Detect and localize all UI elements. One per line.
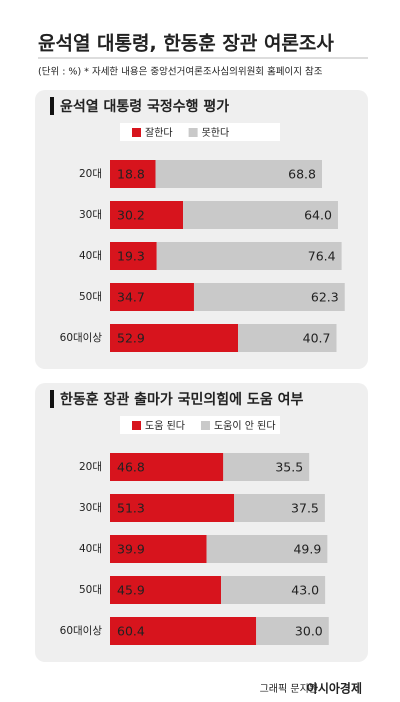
value-label: 34.7	[117, 290, 145, 305]
value-label: 62.3	[311, 290, 339, 305]
value-label: 49.9	[293, 542, 321, 557]
bar-segment	[110, 494, 235, 522]
category-label: 50대	[79, 584, 102, 596]
category-label: 60대이상	[60, 332, 103, 344]
legend-label: 잘한다	[145, 127, 173, 139]
bar-segment	[234, 494, 325, 522]
bar-segment	[193, 283, 345, 311]
category-label: 40대	[79, 543, 102, 555]
bar-segment	[110, 242, 157, 270]
panel-marker	[50, 390, 54, 408]
bar-segment	[110, 324, 239, 352]
value-label: 68.8	[288, 167, 316, 182]
legend-swatch	[132, 421, 141, 430]
panel-title: 윤석열 대통령 국정수행 평가	[60, 98, 229, 115]
category-label: 20대	[79, 168, 102, 180]
value-label: 35.5	[275, 460, 303, 475]
bar-segment	[183, 201, 338, 229]
legend-box	[120, 123, 280, 141]
value-label: 39.9	[117, 542, 145, 557]
value-label: 18.8	[117, 167, 145, 182]
category-label: 30대	[79, 502, 102, 514]
bar-segment	[256, 617, 329, 645]
legend-box	[120, 416, 280, 434]
brand: 아시아경제	[307, 681, 362, 696]
value-label: 37.5	[291, 501, 319, 516]
value-label: 43.0	[291, 583, 319, 598]
bar-segment	[223, 453, 310, 481]
value-label: 64.0	[304, 208, 332, 223]
value-label: 30.0	[295, 624, 323, 639]
bar-segment	[110, 160, 156, 188]
value-label: 30.2	[117, 208, 145, 223]
legend-swatch	[188, 128, 198, 137]
panel-title: 한동훈 장관 출마가 국민의힘에 도움 여부	[60, 391, 303, 408]
value-label: 19.3	[117, 249, 145, 264]
legend-swatch	[200, 421, 210, 430]
legend-label: 도움 된다	[145, 420, 185, 432]
bar-segment	[110, 453, 224, 481]
subtitle: (단위 : %) * 자세한 내용은 중앙선거여론조사심의위원회 홈페이지 참조	[38, 66, 323, 78]
legend-label: 도움이 안 된다	[214, 420, 276, 432]
bar-segment	[206, 535, 328, 563]
bar-segment	[110, 201, 184, 229]
bar-segment	[110, 576, 222, 604]
bar-segment	[238, 324, 337, 352]
category-label: 40대	[79, 250, 102, 262]
bar-segment	[110, 617, 257, 645]
bar-segment	[110, 283, 194, 311]
legend-swatch	[132, 128, 141, 137]
category-label: 20대	[79, 461, 102, 473]
credit: 그래픽 문지원	[260, 683, 318, 695]
bar-segment	[221, 576, 326, 604]
bar-segment	[156, 242, 342, 270]
bar-segment	[155, 160, 322, 188]
bar-segment	[110, 535, 207, 563]
page-title: 윤석열 대통령, 한동훈 장관 여론조사	[38, 32, 334, 55]
value-label: 40.7	[303, 331, 331, 346]
category-label: 60대이상	[60, 625, 103, 637]
value-label: 45.9	[117, 583, 145, 598]
value-label: 52.9	[117, 331, 145, 346]
value-label: 51.3	[117, 501, 145, 516]
category-label: 30대	[79, 209, 102, 221]
value-label: 46.8	[117, 460, 145, 475]
category-label: 50대	[79, 291, 102, 303]
panel-marker	[50, 97, 54, 115]
value-label: 60.4	[117, 624, 145, 639]
legend-label: 못한다	[202, 127, 230, 139]
value-label: 76.4	[308, 249, 336, 264]
